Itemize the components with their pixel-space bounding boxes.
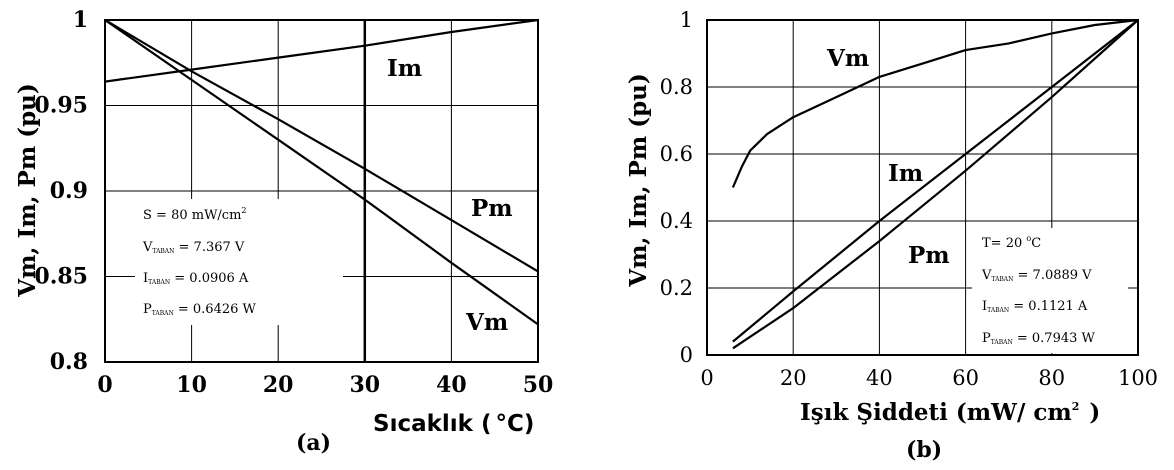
chart-b-x-tick-label: 100 [1118, 366, 1158, 390]
chart-a-label-vm: Vm [465, 309, 508, 336]
chart-a-plot-frame [104, 19, 539, 363]
chart-b-series-vm [731, 18, 1139, 188]
chart-a-y-tick-label: 0.85 [34, 264, 88, 290]
chart-a-ylabel: Vm, Im, Pm (pu) [14, 83, 41, 298]
chart-a-frame [104, 19, 539, 363]
chart-a-series-labels: Im Pm Vm [387, 55, 513, 336]
chart-b-y-tick-label: 0.4 [660, 209, 693, 233]
chart-b-series-im [732, 19, 1139, 343]
chart-b-y-tick-label: 1 [680, 8, 693, 32]
chart-a-label-pm: Pm [471, 195, 513, 222]
chart-b-plot-frame [706, 19, 1139, 356]
chart-b-annotation-v: VTABAN = 7.0889 V [981, 268, 1092, 283]
chart-a-series-vm [104, 19, 539, 326]
chart-a-annotation-i: ITABAN = 0.0906 A [143, 271, 249, 286]
chart-a-x-tick-label: 40 [436, 372, 467, 398]
chart-b-label-vm: Vm [826, 45, 869, 72]
chart-b-y-tick-label: 0 [680, 343, 693, 367]
chart-b-label-pm: Pm [908, 242, 950, 269]
chart-a-series [104, 18, 539, 326]
chart-a-series-pm [104, 19, 539, 273]
chart-a-annotation-p: PTABAN = 0.6426 W [143, 302, 257, 317]
chart-b-ticks: 0 20 40 60 80 100 0 0.2 0.4 0.6 0.8 1 [660, 8, 1158, 390]
chart-a-y-tick-label: 1 [73, 7, 88, 33]
chart-a-y-tick-label: 0.9 [50, 178, 88, 204]
chart-b-y-tick-label: 0.6 [660, 142, 693, 166]
chart-b-x-tick-label: 60 [952, 366, 979, 390]
chart-b-ylabel: Vm, Im, Pm (pu) [625, 73, 652, 288]
chart-b-frame [706, 19, 1139, 356]
chart-a-x-tick-label: 0 [97, 372, 112, 398]
chart-a-ticks: 0 10 20 30 40 50 0.8 0.85 0.9 0.95 1 [34, 7, 553, 398]
chart-b-series-labels: Vm Im Pm [826, 45, 950, 269]
chart-b-x-tick-label: 40 [866, 366, 893, 390]
chart-a-annotation-s: S = 80 mW/cm2 [143, 206, 247, 223]
chart-a-x-tick-label: 30 [349, 372, 380, 398]
chart-b-panel-label: (b) [906, 437, 942, 463]
chart-b-y-tick-label: 0.2 [660, 276, 693, 300]
chart-a-annotation-box: S = 80 mW/cm2 VTABAN = 7.367 V ITABAN = … [135, 199, 343, 325]
chart-b-label-im: Im [888, 160, 923, 187]
chart-b-annotation-p: PTABAN = 0.7943 W [982, 331, 1096, 346]
chart-a-x-tick-label: 10 [176, 372, 207, 398]
chart-b-annotation-t: T= 20 oC [982, 234, 1041, 251]
chart-a-annotation-v: VTABAN = 7.367 V [142, 240, 245, 255]
chart-a-label-im: Im [387, 55, 422, 82]
chart-b: 0 20 40 60 80 100 0 0.2 0.4 0.6 0.8 1 T= 20 oC VTAB… [625, 8, 1158, 463]
chart-a-panel-label: (a) [296, 430, 331, 456]
chart-a-y-tick-label: 0.95 [34, 93, 88, 119]
chart-a-xlabel: Sıcaklık (°C) [373, 411, 534, 437]
chart-b-xlabel: Işık Şiddeti (mW/ cm2) [800, 399, 1100, 426]
chart-b-series [731, 18, 1139, 350]
chart-b-x-tick-label: 20 [780, 366, 807, 390]
chart-a: 0 10 20 30 40 50 0.8 0.85 0.9 0.95 1 S = 80 mW/cm2… [14, 7, 553, 456]
chart-b-x-tick-label: 0 [700, 366, 713, 390]
chart-b-annotation-i: ITABAN = 0.1121 A [982, 299, 1088, 314]
chart-a-series-im [104, 18, 539, 83]
chart-a-x-tick-label: 20 [263, 372, 294, 398]
chart-b-x-tick-label: 80 [1038, 366, 1065, 390]
chart-b-annotation-box: T= 20 oC VTABAN = 7.0889 V ITABAN = 0.11… [972, 228, 1128, 353]
chart-b-series-pm [732, 19, 1139, 350]
chart-a-y-tick-label: 0.8 [50, 349, 88, 375]
chart-a-x-tick-label: 50 [523, 372, 554, 398]
chart-b-y-tick-label: 0.8 [660, 75, 693, 99]
